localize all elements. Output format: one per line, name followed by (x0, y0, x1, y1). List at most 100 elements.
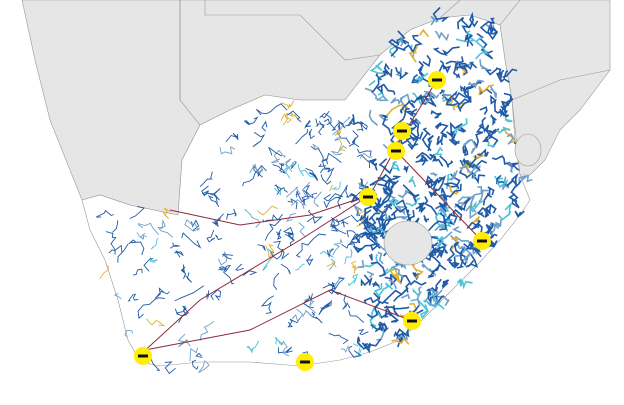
road-segment (400, 37, 404, 47)
road-segment (206, 229, 216, 243)
road-segment (312, 143, 321, 150)
road-segment (453, 118, 468, 137)
road-segment (419, 28, 430, 38)
road-segment (278, 346, 293, 354)
marker-1[interactable] (428, 71, 446, 89)
road-segment (430, 15, 440, 26)
road-segment (201, 185, 214, 197)
road-segment (391, 337, 410, 345)
road-segment (458, 63, 468, 69)
eswatini (514, 133, 542, 167)
road-segment (421, 262, 437, 277)
marker-7[interactable] (296, 353, 314, 371)
road-segment (129, 206, 146, 219)
road-segment (306, 209, 323, 224)
road-segment (350, 260, 358, 274)
road-segment (391, 108, 410, 130)
road-segment (105, 231, 123, 252)
road-segment (174, 285, 205, 302)
road-segment (296, 190, 314, 203)
road-segment (301, 192, 318, 205)
road-segment (357, 154, 371, 169)
road-segment (370, 321, 388, 331)
road-segment (133, 268, 143, 276)
road-segment (348, 309, 365, 323)
marker-4[interactable] (359, 188, 377, 206)
road-segment (198, 359, 210, 373)
road-segment (334, 137, 340, 142)
road-segment (309, 171, 318, 181)
road-segment (393, 330, 410, 338)
road-segment (369, 317, 377, 330)
road-segment (391, 161, 400, 172)
road-segment (482, 130, 492, 143)
major-road (144, 289, 411, 351)
road-segment (328, 332, 349, 345)
road-segment (329, 185, 333, 191)
road-segment (490, 218, 502, 236)
marker-2[interactable] (393, 122, 411, 140)
marker-3[interactable] (387, 142, 405, 160)
road-segment (443, 182, 460, 190)
road-segment (345, 184, 356, 199)
road-segment (199, 171, 213, 188)
road-segment (439, 89, 445, 95)
road-segment (280, 340, 290, 357)
road-segment (218, 251, 228, 266)
road-segment (287, 317, 301, 328)
road-segment (185, 272, 193, 283)
road-segment (356, 336, 364, 349)
road-segment (376, 217, 393, 230)
road-segment (271, 149, 286, 164)
road-segment (348, 137, 360, 148)
road-segment (373, 201, 388, 208)
road-segment (139, 232, 147, 239)
road-segment (489, 17, 495, 30)
road-segment (162, 207, 171, 220)
road-segment (261, 120, 268, 132)
road-segment (315, 118, 325, 128)
road-segment (321, 152, 342, 165)
road-segment (242, 270, 258, 276)
road-segment (157, 218, 173, 238)
road-segment (180, 264, 187, 279)
road-segment (498, 203, 512, 221)
road-segment (137, 222, 160, 235)
road-segment (370, 73, 382, 93)
road-segment (96, 209, 114, 218)
road-segment (390, 96, 404, 106)
road-segment (466, 221, 480, 230)
road-segment (423, 196, 439, 217)
road-segment (395, 67, 403, 77)
marker-5[interactable] (473, 232, 491, 250)
road-segment (495, 67, 505, 77)
road-segment (350, 214, 378, 231)
marker-6[interactable] (403, 312, 421, 330)
marker-label-glyph (300, 360, 310, 364)
road-segment (388, 212, 397, 221)
road-segment (411, 92, 423, 106)
marker-8[interactable] (134, 347, 152, 365)
road-segment (389, 175, 402, 186)
road-segment (363, 209, 372, 225)
road-segment (363, 214, 378, 237)
road-segment (286, 110, 302, 123)
road-segment (420, 154, 427, 166)
road-segment (295, 233, 326, 258)
road-segment (409, 280, 427, 286)
road-segment (331, 224, 347, 235)
road-segment (124, 329, 134, 338)
road-segment (465, 202, 478, 220)
road-segment (332, 116, 351, 136)
road-segment (270, 248, 284, 260)
road-segment (298, 222, 306, 238)
road-segment (361, 338, 382, 350)
road-segment (356, 121, 368, 132)
road-segment (511, 162, 520, 171)
road-segment (446, 245, 456, 262)
road-segment (506, 132, 515, 145)
marker-label-glyph (397, 129, 407, 133)
road-segment (456, 277, 473, 290)
road-segment (349, 117, 355, 126)
road-segment (352, 114, 364, 126)
